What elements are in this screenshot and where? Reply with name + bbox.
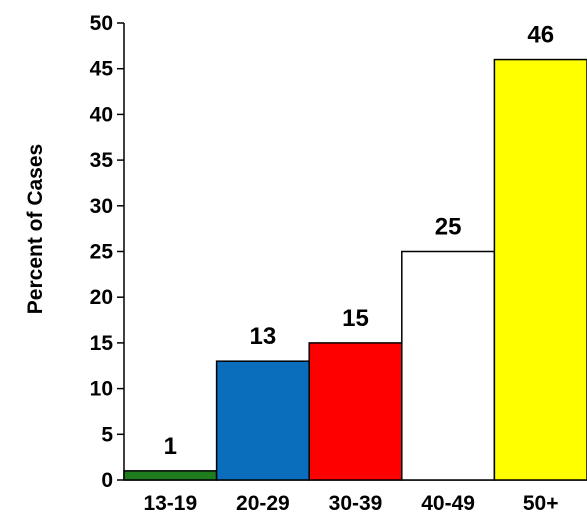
x-tick-label: 20-29	[236, 492, 290, 515]
bars	[123, 58, 587, 481]
bar	[401, 250, 496, 481]
data-label: 46	[527, 22, 554, 49]
y-tick-label: 0	[101, 469, 113, 492]
y-tick-label: 35	[90, 149, 114, 172]
y-tick-label: 25	[90, 241, 114, 264]
bar	[215, 360, 310, 481]
labels: 1 13-19 13 20-29 15 30-39 25 40-49 46 50+	[143, 22, 558, 515]
data-label: 13	[250, 323, 277, 350]
y-tick-label: 5	[101, 423, 113, 446]
y-axis-title: Percent of Cases	[24, 144, 47, 314]
y-tick-label: 20	[90, 286, 113, 309]
y-tick-label: 45	[90, 58, 114, 81]
data-label: 15	[342, 305, 369, 332]
y-tick-label: 30	[90, 195, 113, 218]
bar	[123, 470, 218, 481]
y-tick-label: 15	[90, 332, 114, 355]
bar	[493, 58, 587, 481]
y-tick-label: 10	[90, 378, 113, 401]
data-label: 25	[435, 214, 462, 241]
x-tick-label: 50+	[523, 492, 559, 515]
bar	[308, 342, 403, 481]
x-tick-label: 40-49	[421, 492, 475, 515]
x-tick-label: 30-39	[329, 492, 383, 515]
y-tick-label: 40	[90, 103, 113, 126]
data-label: 1	[164, 433, 177, 460]
y-tick-label: 50	[90, 12, 113, 35]
x-tick-label: 13-19	[143, 492, 197, 515]
